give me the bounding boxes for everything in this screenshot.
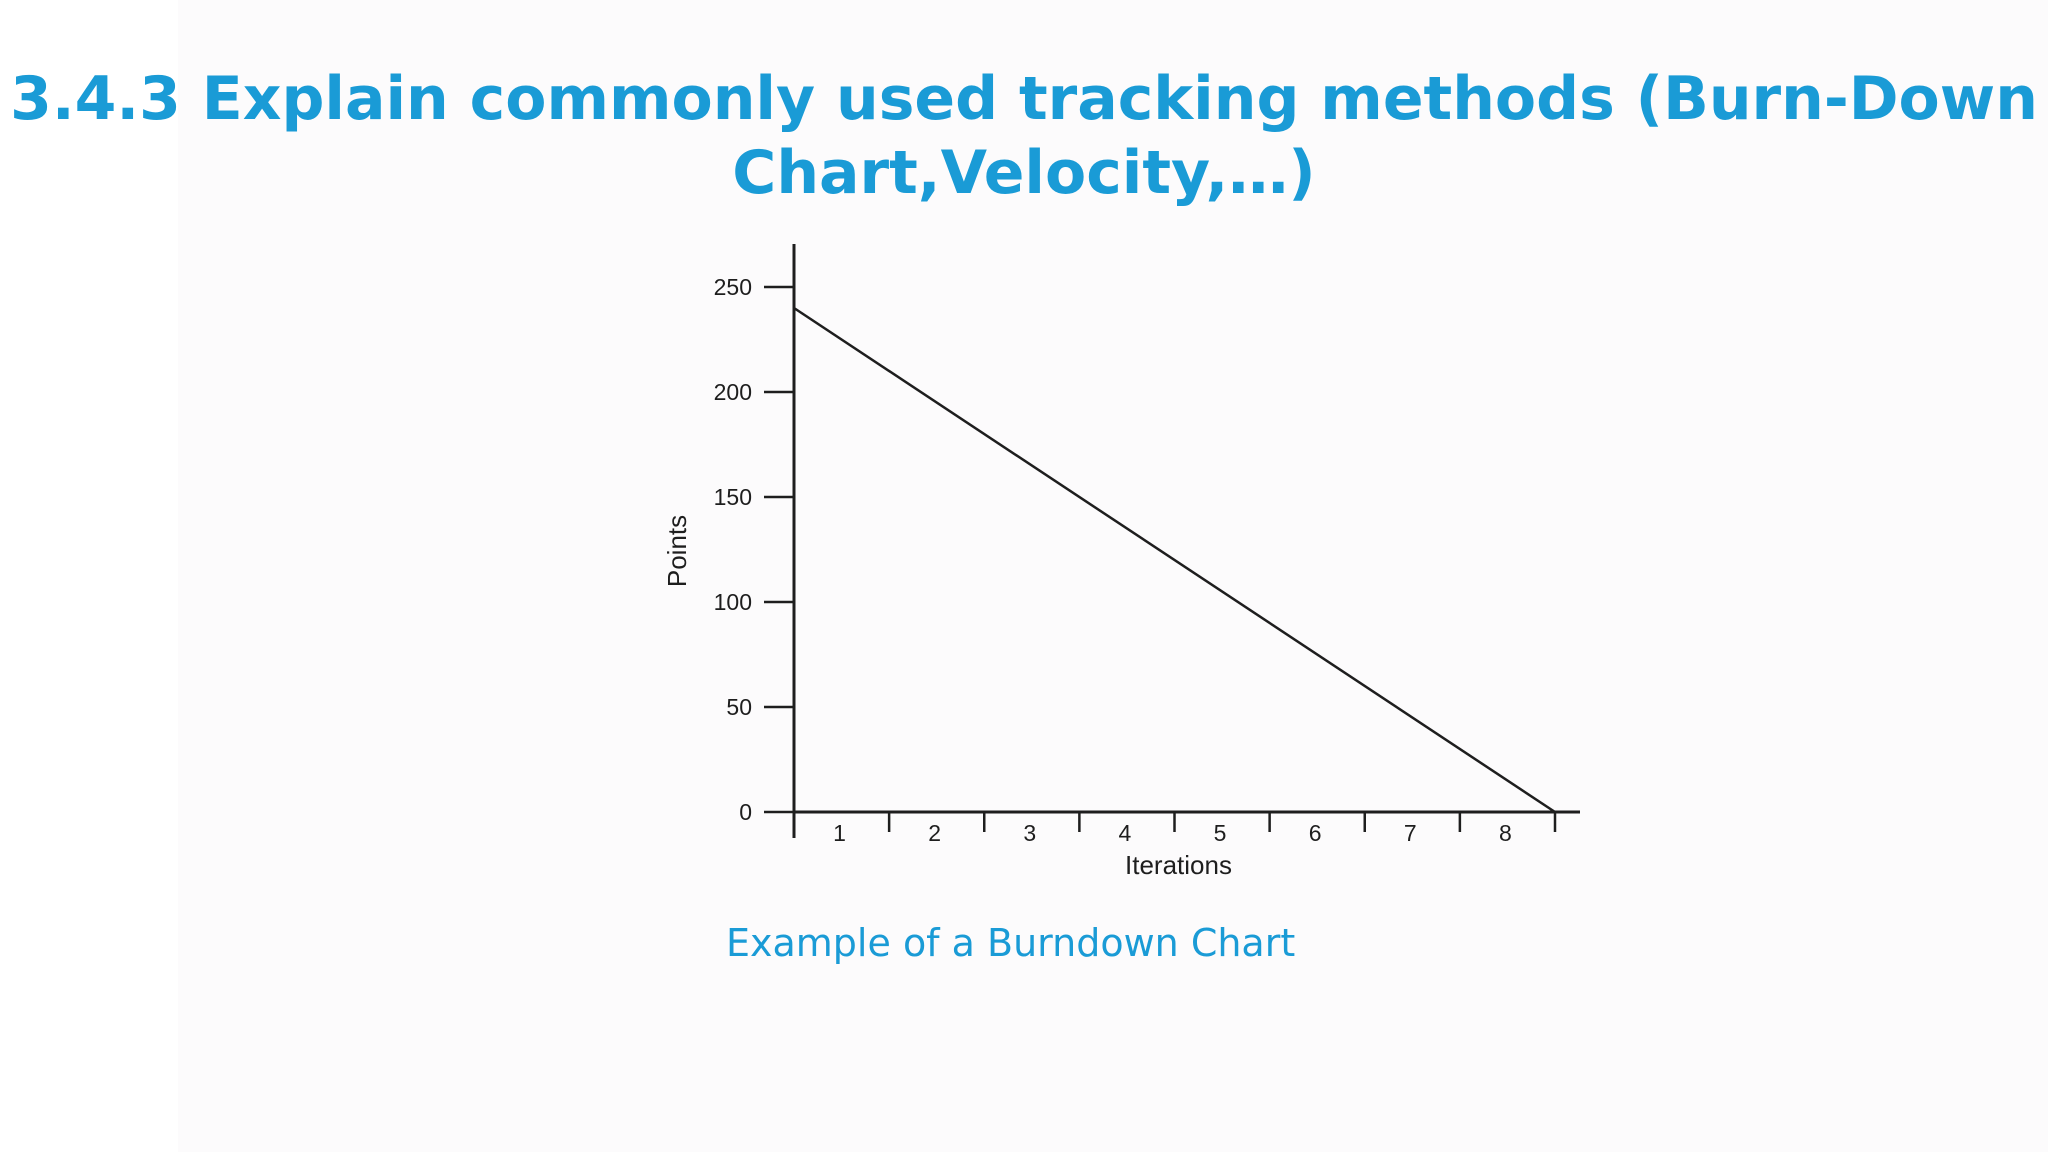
y-tick-label: 50	[726, 694, 752, 720]
y-axis-title: Points	[662, 515, 692, 587]
x-tick-label: 2	[928, 820, 941, 846]
y-tick-label: 150	[714, 484, 752, 510]
page-title: 3.4.3 Explain commonly used tracking met…	[0, 62, 2048, 210]
x-tick-label: 7	[1404, 820, 1417, 846]
y-tick-label: 100	[714, 589, 752, 615]
x-tick-label: 6	[1309, 820, 1322, 846]
x-tick-label: 8	[1499, 820, 1512, 846]
y-tick-label: 200	[714, 379, 752, 405]
x-tick-label: 1	[833, 820, 846, 846]
x-tick-label: 5	[1214, 820, 1227, 846]
chart-caption: Example of a Burndown Chart	[726, 921, 1296, 965]
slide-background	[178, 0, 2048, 1152]
y-tick-label: 250	[714, 274, 752, 300]
x-tick-label: 4	[1119, 820, 1132, 846]
title-line-1: 3.4.3 Explain commonly used tracking met…	[10, 64, 2038, 134]
x-tick-label: 3	[1023, 820, 1036, 846]
burndown-line	[793, 306, 1556, 814]
y-tick-label: 0	[739, 799, 752, 825]
title-line-2: Chart,Velocity,…)	[732, 138, 1316, 208]
x-axis-title: Iterations	[1125, 850, 1232, 880]
